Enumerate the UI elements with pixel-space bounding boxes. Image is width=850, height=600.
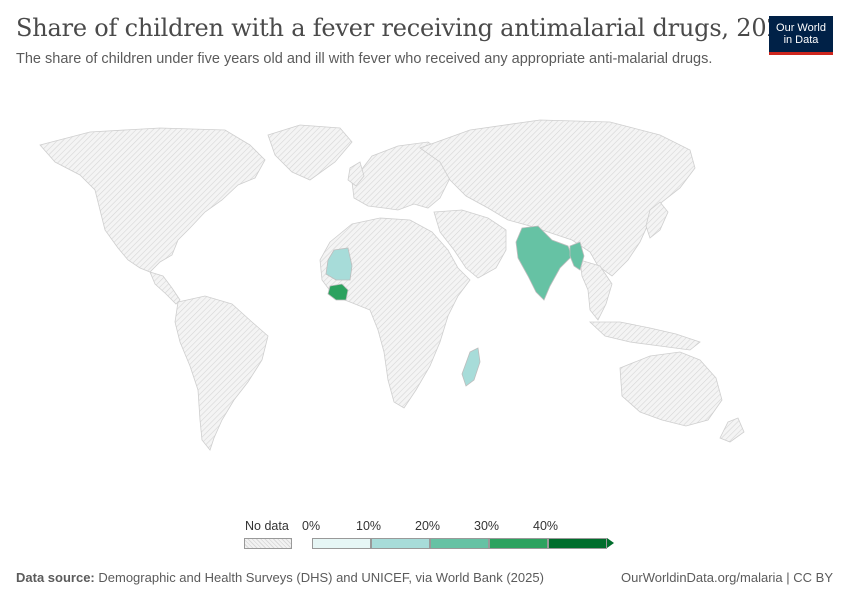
- madagascar-region[interactable]: [461, 347, 481, 387]
- legend-no-data-label: No data: [245, 519, 289, 533]
- south-america-landmass[interactable]: [174, 295, 269, 451]
- uk-landmass[interactable]: [347, 161, 365, 187]
- data-source: Data source: Demographic and Health Surv…: [16, 570, 544, 585]
- japan-landmass[interactable]: [645, 201, 669, 239]
- europe-landmass[interactable]: [351, 141, 451, 211]
- southeast-asia-landmass[interactable]: [579, 259, 613, 321]
- logo-line-1: Our World: [776, 22, 826, 34]
- chart-title: Share of children with a fever receiving…: [16, 14, 797, 42]
- new-zealand-landmass[interactable]: [719, 417, 745, 443]
- australia-landmass[interactable]: [619, 351, 723, 427]
- myanmar-region[interactable]: [569, 241, 585, 271]
- asia-landmass[interactable]: [419, 119, 696, 277]
- india-region[interactable]: [515, 225, 573, 301]
- logo-line-2: in Data: [783, 34, 819, 46]
- legend-bin-label-30: 30%: [474, 519, 500, 533]
- legend-bin-swatch-2[interactable]: [430, 538, 489, 549]
- owid-logo[interactable]: Our World in Data: [769, 16, 833, 55]
- chart-subtitle: The share of children under five years o…: [16, 51, 713, 67]
- owid-malaria-link[interactable]: OurWorldinData.org/malaria: [621, 570, 783, 585]
- legend-no-data-swatch[interactable]: [244, 538, 292, 549]
- world-map[interactable]: [0, 90, 850, 510]
- legend-bin-label-20: 20%: [415, 519, 441, 533]
- greenland-landmass[interactable]: [267, 124, 353, 181]
- africa-landmass[interactable]: [319, 217, 471, 409]
- source-text: Demographic and Health Surveys (DHS) and…: [98, 570, 544, 585]
- mauritania-region[interactable]: [325, 247, 353, 281]
- legend-bin-label-40: 40%: [533, 519, 559, 533]
- legend-bin-label-0: 0%: [302, 519, 321, 533]
- legend-bin-label-10: 10%: [356, 519, 382, 533]
- north-america-landmass[interactable]: [39, 127, 266, 273]
- source-label: Data source:: [16, 570, 95, 585]
- legend-bin-swatch-4[interactable]: [548, 538, 607, 549]
- legend-bin-swatch-3[interactable]: [489, 538, 548, 549]
- legend-arrow-icon: [607, 538, 614, 548]
- legend-bin-swatch-1[interactable]: [371, 538, 430, 549]
- middle-east-landmass[interactable]: [433, 209, 507, 279]
- footer-link-group: OurWorldinData.org/malaria | CC BY: [621, 570, 833, 585]
- legend-bin-swatch-0[interactable]: [312, 538, 371, 549]
- central-america-landmass[interactable]: [149, 271, 181, 305]
- indonesia-landmass[interactable]: [588, 321, 701, 351]
- guinea-region[interactable]: [327, 283, 349, 301]
- license-text: | CC BY: [782, 570, 833, 585]
